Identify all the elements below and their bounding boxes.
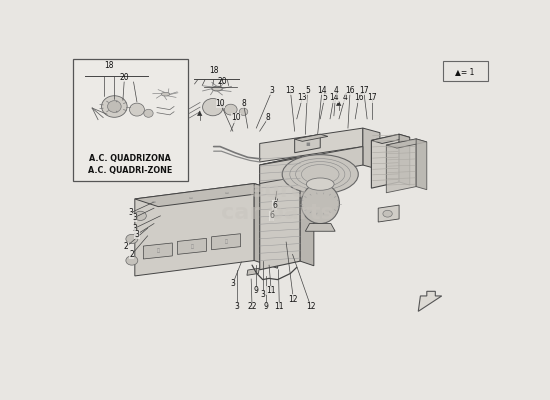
Text: 5: 5	[322, 93, 327, 102]
Polygon shape	[135, 184, 278, 207]
Text: ⬜: ⬜	[156, 248, 160, 254]
Text: 11: 11	[266, 286, 276, 295]
Text: ▭: ▭	[188, 196, 192, 200]
Text: 13: 13	[298, 93, 307, 102]
Ellipse shape	[144, 109, 153, 117]
Text: 3: 3	[128, 208, 133, 217]
Ellipse shape	[126, 256, 138, 265]
Text: 3: 3	[133, 224, 138, 233]
Ellipse shape	[108, 101, 121, 112]
Polygon shape	[260, 146, 363, 184]
Text: 14: 14	[317, 86, 327, 95]
Text: 17: 17	[359, 86, 369, 95]
Polygon shape	[178, 238, 206, 254]
Ellipse shape	[134, 211, 146, 220]
Text: 17: 17	[367, 93, 377, 102]
Text: 22: 22	[248, 302, 257, 311]
Polygon shape	[416, 139, 427, 190]
Polygon shape	[295, 134, 328, 141]
Ellipse shape	[212, 86, 222, 91]
Text: 9: 9	[254, 286, 258, 295]
Text: 10: 10	[232, 114, 241, 122]
Polygon shape	[254, 184, 278, 268]
Ellipse shape	[383, 210, 392, 217]
Polygon shape	[371, 134, 399, 188]
Polygon shape	[386, 139, 416, 193]
Text: 3: 3	[270, 86, 274, 95]
Polygon shape	[305, 224, 335, 231]
Text: 16: 16	[345, 86, 355, 95]
Text: euro
car parts: euro car parts	[221, 181, 334, 223]
Text: 3: 3	[230, 279, 235, 288]
Text: ▭: ▭	[224, 191, 228, 195]
Text: ⬜: ⬜	[224, 239, 228, 244]
Text: 3: 3	[234, 302, 239, 311]
Text: 3: 3	[135, 230, 139, 239]
Text: 5: 5	[305, 86, 310, 95]
Text: 12: 12	[306, 302, 316, 311]
Polygon shape	[386, 139, 427, 148]
Polygon shape	[247, 268, 259, 275]
Text: 18: 18	[104, 61, 114, 70]
Text: ▲: ▲	[197, 110, 202, 116]
Ellipse shape	[126, 234, 138, 244]
Text: 10: 10	[216, 99, 225, 108]
Text: 3: 3	[133, 213, 138, 222]
Text: ▪: ▪	[305, 141, 310, 147]
Text: A.C. QUADRI-ZONE: A.C. QUADRI-ZONE	[88, 166, 173, 175]
Ellipse shape	[129, 103, 145, 116]
Text: 16: 16	[354, 93, 364, 102]
Text: ▲: ▲	[336, 100, 342, 106]
Text: 6: 6	[269, 211, 274, 220]
Text: ⬜: ⬜	[190, 244, 194, 249]
Text: 11: 11	[274, 302, 284, 311]
Polygon shape	[144, 243, 172, 259]
FancyBboxPatch shape	[73, 59, 188, 181]
Text: 6: 6	[272, 200, 277, 210]
Ellipse shape	[202, 98, 223, 116]
Ellipse shape	[161, 92, 170, 96]
Ellipse shape	[239, 108, 248, 116]
Ellipse shape	[301, 184, 339, 224]
FancyBboxPatch shape	[443, 61, 488, 81]
Text: A.C. QUADRIZONA: A.C. QUADRIZONA	[90, 154, 171, 164]
Polygon shape	[135, 184, 254, 276]
Text: 4: 4	[343, 93, 348, 102]
Ellipse shape	[306, 178, 334, 190]
Text: 2: 2	[124, 242, 129, 251]
Text: 12: 12	[289, 294, 298, 304]
Polygon shape	[378, 205, 399, 222]
Text: 14: 14	[329, 93, 339, 102]
Polygon shape	[399, 134, 410, 185]
Polygon shape	[260, 128, 363, 162]
Text: 20: 20	[217, 77, 227, 86]
Polygon shape	[260, 156, 300, 270]
Polygon shape	[212, 234, 240, 250]
Ellipse shape	[282, 155, 358, 194]
Text: 9: 9	[263, 302, 268, 311]
Text: 13: 13	[285, 86, 295, 95]
Polygon shape	[295, 134, 320, 153]
Polygon shape	[363, 128, 380, 170]
Polygon shape	[260, 156, 314, 170]
Text: ▭: ▭	[152, 201, 156, 205]
Text: 4: 4	[333, 86, 338, 95]
Text: 20: 20	[119, 74, 129, 82]
Polygon shape	[418, 291, 442, 311]
Ellipse shape	[224, 104, 237, 115]
Text: ▲= 1: ▲= 1	[455, 66, 475, 76]
Text: 8: 8	[241, 99, 246, 108]
Text: 18: 18	[209, 66, 218, 75]
Polygon shape	[371, 134, 410, 144]
Text: 8: 8	[266, 114, 271, 122]
Text: 2: 2	[129, 250, 134, 259]
Text: 3: 3	[260, 290, 265, 299]
Polygon shape	[300, 156, 314, 266]
Ellipse shape	[102, 96, 127, 117]
